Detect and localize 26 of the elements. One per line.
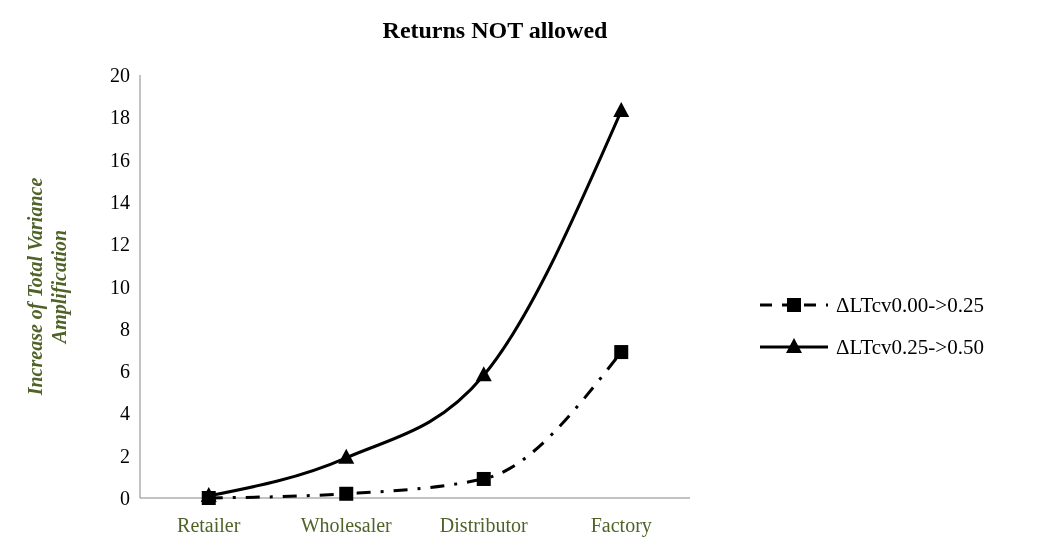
- point: [476, 471, 491, 486]
- y-axis-title: Increase of Total Variance Amplification: [24, 177, 71, 397]
- y-tick-label: 2: [120, 444, 130, 467]
- y-tick-label: 10: [110, 275, 130, 298]
- x-tick-label: Factory: [590, 514, 652, 537]
- y-tick-label: 20: [110, 64, 130, 86]
- point: [614, 345, 629, 360]
- y-tick-label: 14: [110, 190, 130, 213]
- chart-title: Returns NOT allowed: [382, 17, 609, 43]
- point: [475, 366, 492, 382]
- point: [338, 448, 355, 464]
- y-tick-label: 8: [120, 317, 130, 340]
- y-tick-label: 0: [120, 487, 130, 509]
- x-tick-label: Retailer: [177, 514, 241, 536]
- y-tick-label: 16: [110, 148, 130, 171]
- y-tick-label: 4: [120, 402, 130, 425]
- x-tick-label: Distributor: [439, 514, 528, 536]
- y-tick-label: 18: [110, 106, 130, 129]
- legend-label: ΔLTcv0.00->0.25: [836, 293, 984, 318]
- y-tick-label: 12: [110, 233, 130, 256]
- point: [339, 486, 354, 501]
- legend-label: ΔLTcv0.25->0.50: [836, 335, 984, 360]
- y-tick-label: 6: [120, 360, 130, 383]
- x-tick-label: Wholesaler: [300, 514, 393, 536]
- point: [200, 486, 217, 502]
- point: [613, 101, 630, 117]
